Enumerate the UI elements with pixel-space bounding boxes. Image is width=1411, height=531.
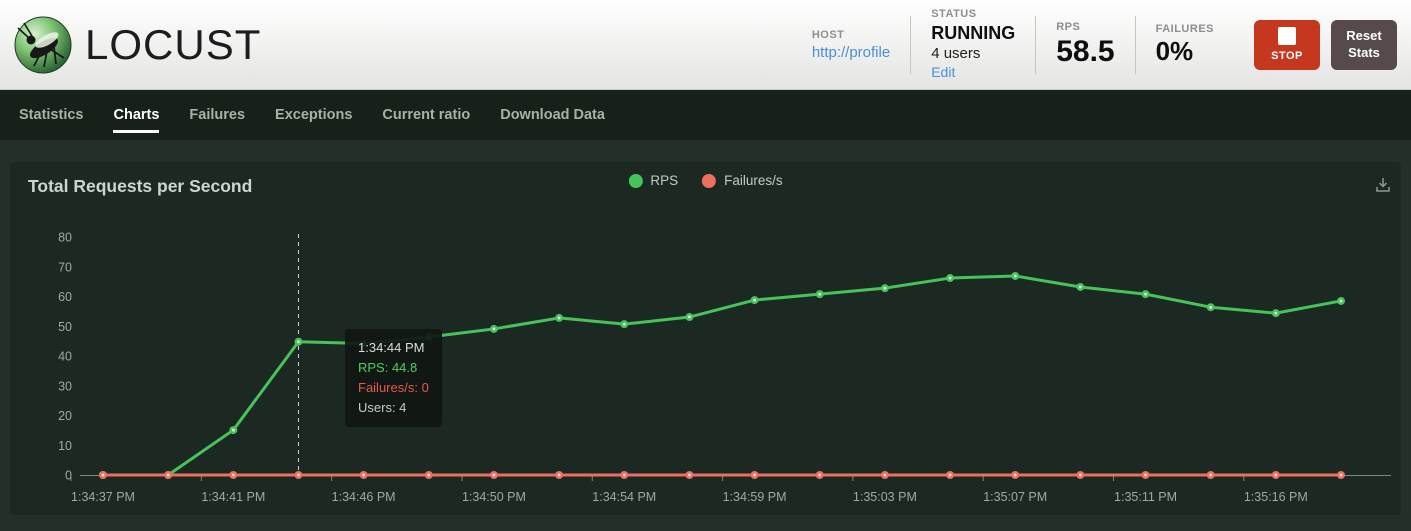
svg-text:1:34:37 PM: 1:34:37 PM <box>71 490 135 504</box>
chart-panel: Total Requests per Second RPS Failures/s… <box>10 162 1401 515</box>
app-header: LOCUST HOST http://profile STATUS RUNNIN… <box>0 0 1411 90</box>
host-label: HOST <box>811 28 845 41</box>
failures-label: FAILURES <box>1155 23 1214 36</box>
tab-statistics[interactable]: Statistics <box>19 107 84 123</box>
chart-legend: RPS Failures/s <box>628 173 783 188</box>
tooltip-rps: RPS: 44.8 <box>358 360 418 375</box>
chart-canvas[interactable]: 0 10 20 30 40 50 60 70 80 1:34:37 PM 1:34:41 PM 1:3… <box>10 162 1401 515</box>
host-stat: HOST http://profile <box>792 29 910 61</box>
svg-text:40: 40 <box>58 350 72 364</box>
failures-legend-label: Failures/s <box>724 173 783 188</box>
svg-text:1:35:07 PM: 1:35:07 PM <box>983 490 1047 504</box>
rps-legend-dot-icon <box>628 173 643 188</box>
tab-charts[interactable]: Charts <box>98 90 174 140</box>
header-stats: HOST http://profile STATUS RUNNING 4 use… <box>792 8 1234 81</box>
svg-text:20: 20 <box>58 409 72 423</box>
status-value: RUNNING <box>931 22 1016 43</box>
edit-link[interactable]: Edit <box>931 64 956 80</box>
rps-legend-label: RPS <box>650 173 679 188</box>
tab-download-data[interactable]: Download Data <box>500 107 605 123</box>
failures-stat: FAILURES 0% <box>1136 23 1234 65</box>
svg-text:1:34:54 PM: 1:34:54 PM <box>592 490 656 504</box>
reset-stats-button[interactable]: Reset Stats <box>1331 19 1397 70</box>
svg-text:60: 60 <box>58 290 72 304</box>
svg-text:50: 50 <box>58 320 72 334</box>
tooltip-users: Users: 4 <box>358 400 407 415</box>
failures-value: 0% <box>1155 36 1194 67</box>
svg-text:1:34:59 PM: 1:34:59 PM <box>723 490 787 504</box>
svg-text:10: 10 <box>58 439 72 453</box>
svg-text:80: 80 <box>58 231 72 245</box>
svg-text:1:35:11 PM: 1:35:11 PM <box>1114 490 1177 504</box>
stop-button[interactable]: STOP <box>1254 19 1320 70</box>
tooltip-time: 1:34:44 PM <box>358 340 425 355</box>
download-chart-icon[interactable] <box>1373 175 1393 195</box>
users-count: 4 users <box>931 44 981 62</box>
locust-logo-icon <box>14 16 72 73</box>
tab-current-ratio[interactable]: Current ratio <box>382 107 471 123</box>
rps-stat: RPS 58.5 <box>1036 21 1134 68</box>
legend-item-rps[interactable]: RPS <box>628 173 678 188</box>
brand-name: LOCUST <box>85 20 262 68</box>
content: Total Requests per Second RPS Failures/s… <box>0 140 1411 531</box>
svg-text:1:35:16 PM: 1:35:16 PM <box>1244 490 1308 504</box>
header-buttons: STOP Reset Stats <box>1254 19 1397 70</box>
host-link[interactable]: http://profile <box>811 43 891 61</box>
tab-failures[interactable]: Failures <box>189 107 246 123</box>
failures-legend-dot-icon <box>702 173 717 188</box>
stop-square-icon <box>1278 27 1296 45</box>
tab-exceptions[interactable]: Exceptions <box>275 107 353 123</box>
svg-text:1:34:46 PM: 1:34:46 PM <box>332 490 396 504</box>
svg-text:1:34:41 PM: 1:34:41 PM <box>201 490 265 504</box>
status-stat: STATUS RUNNING 4 users Edit <box>911 8 1035 81</box>
svg-text:0: 0 <box>65 469 72 483</box>
svg-text:30: 30 <box>58 379 72 393</box>
chart-title: Total Requests per Second <box>28 176 253 196</box>
rps-label: RPS <box>1056 21 1081 34</box>
svg-text:1:34:50 PM: 1:34:50 PM <box>462 490 526 504</box>
chart-tooltip: 1:34:44 PM RPS: 44.8 Failures/s: 0 Users… <box>345 329 442 427</box>
stop-button-label: STOP <box>1271 50 1303 62</box>
divider <box>910 15 912 74</box>
divider <box>1035 15 1037 74</box>
legend-item-failures[interactable]: Failures/s <box>702 173 783 188</box>
divider <box>1134 15 1136 74</box>
svg-text:1:35:03 PM: 1:35:03 PM <box>853 490 917 504</box>
rps-value: 58.5 <box>1056 35 1115 69</box>
tooltip-failures: Failures/s: 0 <box>358 380 429 395</box>
brand: LOCUST <box>14 16 261 74</box>
svg-text:70: 70 <box>58 260 72 274</box>
main-nav: Statistics Charts Failures Exceptions Cu… <box>0 90 1411 140</box>
status-label: STATUS <box>931 7 977 20</box>
